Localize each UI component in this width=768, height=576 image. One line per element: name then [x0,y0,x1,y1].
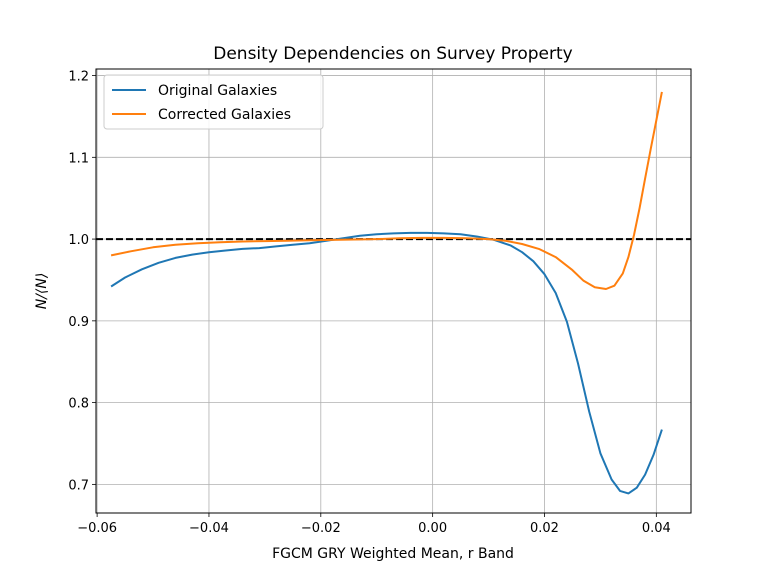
x-tick-label: 0.04 [642,521,671,536]
y-axis-title: N/⟨N⟩ [34,273,50,310]
x-tick-label: −0.06 [77,521,117,536]
chart-title: Density Dependencies on Survey Property [213,44,572,64]
x-tick-label: −0.02 [301,521,341,536]
x-tick-label: 0.02 [530,521,559,536]
x-axis-ticks: −0.06 −0.04 −0.02 0.00 0.02 0.04 [77,513,671,536]
y-tick-label: 1.1 [68,151,89,166]
x-tick-label: −0.04 [189,521,229,536]
series-layer [110,91,663,495]
y-tick-label: 1.2 [68,70,89,85]
y-tick-label: 0.9 [68,315,89,330]
legend: Original Galaxies Corrected Galaxies [103,74,324,130]
y-tick-label: 1.0 [68,233,89,248]
grid [96,69,691,513]
y-tick-label: 0.8 [68,397,89,412]
plot-area-frame [95,68,692,514]
x-axis-title: FGCM GRY Weighted Mean, r Band [272,546,514,562]
legend-box [103,74,324,130]
series-line-corrected [110,91,663,290]
y-axis-ticks: 0.7 0.8 0.9 1.0 1.1 1.2 [68,70,96,493]
legend-label-original: Original Galaxies [158,83,277,99]
series-line-original [110,231,663,495]
legend-label-corrected: Corrected Galaxies [158,107,291,123]
x-tick-label: 0.00 [418,521,447,536]
y-tick-label: 0.7 [68,478,89,493]
